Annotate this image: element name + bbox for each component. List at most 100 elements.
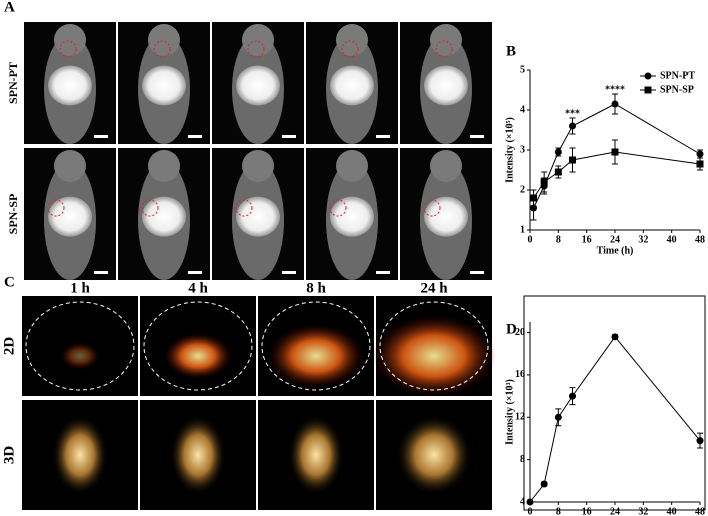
- y-tick-label: 4: [520, 104, 525, 115]
- x-tick-label: 16: [582, 506, 592, 516]
- signal: [396, 415, 472, 495]
- x-axis-label: Time (h): [597, 245, 634, 256]
- marker: [569, 122, 576, 130]
- roi: [235, 199, 253, 217]
- x-tick-label: 16: [582, 234, 592, 245]
- y-tick-label: 4: [520, 496, 525, 507]
- legend-marker: [644, 72, 652, 80]
- mouse-head: [242, 150, 274, 182]
- x-tick-label: 40: [667, 506, 677, 516]
- mouse-head: [54, 24, 86, 56]
- signal: [268, 324, 364, 388]
- mouse-head: [430, 150, 462, 182]
- marker: [569, 156, 576, 164]
- x-tick-label: 40: [667, 234, 677, 245]
- mouse-head: [430, 24, 462, 56]
- y-tick-label: 3: [520, 144, 525, 155]
- y-tick-label: 8: [520, 454, 525, 465]
- x-tick-label: 24: [610, 234, 620, 245]
- mouse-head: [336, 150, 368, 182]
- marker: [554, 148, 562, 156]
- signal: [372, 315, 496, 397]
- row-label: 3D: [1, 446, 17, 465]
- signal: [330, 65, 374, 106]
- marker: [611, 100, 619, 108]
- y-tick-label: 16: [515, 369, 525, 380]
- marker: [611, 333, 619, 341]
- annotation: ****: [605, 84, 625, 95]
- scale-bar: [470, 271, 484, 274]
- y-axis-label: Intensity (×10⁵): [504, 117, 515, 183]
- marker: [696, 437, 704, 445]
- scale-bar: [188, 271, 202, 274]
- scale-bar: [188, 135, 202, 138]
- panel-label: B: [506, 43, 516, 59]
- outline: [379, 301, 489, 391]
- row-label: SPN-PT: [6, 62, 20, 104]
- roi: [59, 40, 77, 58]
- y-tick-label: 1: [520, 224, 525, 235]
- y-tick-label: 20: [515, 327, 525, 338]
- panel-label: C: [4, 274, 15, 290]
- x-tick-label: 8: [556, 506, 561, 516]
- signal: [52, 415, 108, 495]
- signal: [48, 65, 92, 106]
- marker: [526, 498, 534, 506]
- roi: [423, 199, 441, 217]
- marker: [696, 160, 704, 168]
- x-tick-label: 32: [638, 506, 648, 516]
- annotation: ***: [565, 108, 580, 119]
- x-tick-label: 0: [528, 234, 533, 245]
- marker: [530, 194, 538, 202]
- roi: [141, 199, 159, 217]
- signal: [288, 415, 344, 495]
- row-label: SPN-SP: [6, 194, 20, 235]
- time-label: 8 h: [306, 280, 326, 296]
- x-tick-label: 0: [528, 506, 533, 516]
- y-tick-label: 2: [520, 184, 525, 195]
- mouse-head: [148, 24, 180, 56]
- x-tick-label: 48: [695, 234, 705, 245]
- x-tick-label: 32: [638, 234, 648, 245]
- legend-marker: [644, 86, 652, 94]
- roi: [341, 40, 359, 58]
- time-label: 24 h: [338, 3, 366, 19]
- marker: [540, 178, 548, 186]
- legend-label: SPN-PT: [660, 70, 695, 81]
- signal: [142, 196, 186, 237]
- x-tick-label: 48: [695, 506, 705, 516]
- time-label: 24 h: [420, 280, 448, 296]
- signal: [236, 196, 280, 237]
- signal: [424, 65, 468, 106]
- marker: [696, 150, 704, 158]
- scale-bar: [282, 135, 296, 138]
- marker: [540, 480, 548, 488]
- roi: [47, 199, 65, 217]
- scale-bar: [94, 271, 108, 274]
- panel-frame: [523, 295, 706, 511]
- mouse-head: [148, 150, 180, 182]
- signal: [48, 196, 92, 237]
- time-label: 8 h: [248, 3, 268, 19]
- time-label: 48 h: [432, 3, 460, 19]
- y-tick-label: 12: [515, 412, 525, 423]
- marker: [554, 413, 562, 421]
- scale-bar: [470, 135, 484, 138]
- outline: [143, 301, 253, 391]
- roi: [153, 40, 171, 58]
- scale-bar: [376, 135, 390, 138]
- signal: [424, 196, 468, 237]
- scale-bar: [376, 271, 390, 274]
- series-line: [533, 103, 701, 209]
- y-axis-label: Intensity (×10³): [504, 379, 515, 445]
- outline: [261, 301, 371, 391]
- series-line: [529, 336, 701, 503]
- time-label: 1 h: [60, 3, 80, 19]
- marker: [611, 148, 619, 156]
- scale-bar: [94, 135, 108, 138]
- mouse-head: [336, 24, 368, 56]
- roi: [247, 40, 265, 58]
- scale-bar: [282, 271, 296, 274]
- panel-label: D: [506, 321, 517, 337]
